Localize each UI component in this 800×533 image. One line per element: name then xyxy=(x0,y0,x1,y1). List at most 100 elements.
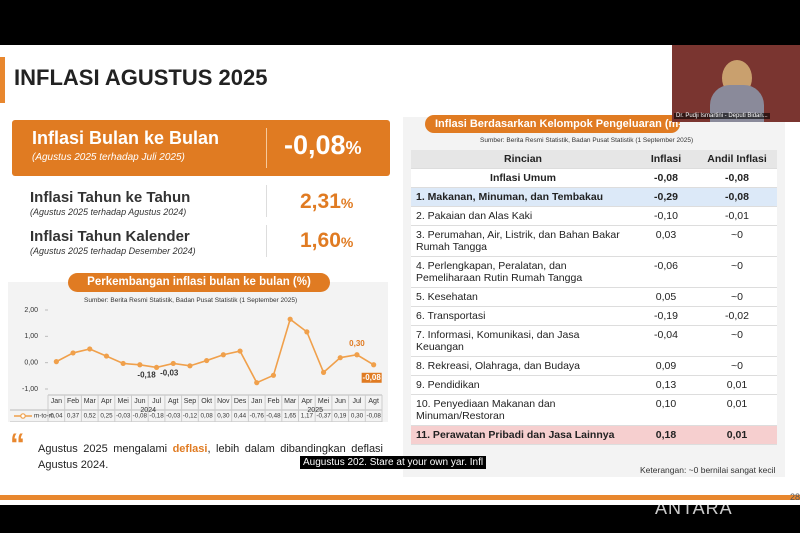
point xyxy=(270,372,277,378)
table-row: 1. Makanan, Minuman, dan Tembakau -0,29 -0… xyxy=(411,187,777,207)
table-value: 0,37 xyxy=(67,413,80,420)
quote: Agustus 2025 mengalami deflasi, lebih da… xyxy=(38,441,383,473)
x-tick-label: Jul xyxy=(152,398,161,405)
table-value: 0,19 xyxy=(334,413,347,420)
column-header: Andil Inflasi xyxy=(697,150,777,169)
table-value: 0,52 xyxy=(84,413,97,420)
video-name: Dr. Pudji Ismartini - Deputi Bidan... xyxy=(674,113,770,119)
y-tick-label: 2,00 xyxy=(24,307,38,314)
cell-value: 0,13 xyxy=(635,375,697,395)
chart-source: Sumber: Berita Resmi Statistik, Badan Pu… xyxy=(84,297,298,304)
mtm-box: Inflasi Bulan ke Bulan (Agustus 2025 ter… xyxy=(12,120,390,176)
table-value: -0,08 xyxy=(366,413,381,420)
divider xyxy=(266,185,267,217)
quote-text: Agustus 2025 mengalami xyxy=(38,443,173,455)
x-tick-label: Nov xyxy=(217,398,230,405)
table-value: -0,08 xyxy=(133,413,148,420)
legend-label: m-to-m xyxy=(34,413,54,420)
legend-marker xyxy=(20,413,26,419)
cell-label: 4. Perlengkapan, Peralatan, dan Pemeliha… xyxy=(411,256,635,288)
cell-value: -0,08 xyxy=(697,187,777,207)
cell-label: 8. Rekreasi, Olahraga, dan Budaya xyxy=(411,356,635,376)
x-tick-label: Mei xyxy=(318,398,330,405)
table-value: 0,30 xyxy=(351,413,364,420)
y-tick-label: -1,00 xyxy=(22,386,38,393)
table-value: 0,44 xyxy=(234,413,247,420)
point xyxy=(53,359,59,365)
point xyxy=(204,357,210,364)
table-value: -0,37 xyxy=(316,413,331,420)
cell-value: -0,19 xyxy=(635,306,697,326)
cell-value: ~0 xyxy=(697,325,777,357)
yoy-label: Inflasi Tahun ke Tahun xyxy=(30,189,191,206)
cell-value: ~0 xyxy=(697,356,777,376)
yoy-value: 2,31% xyxy=(300,190,353,214)
table-row: 2. Pakaian dan Alas Kaki -0,10 -0,01 xyxy=(411,206,777,226)
quote-icon: “ xyxy=(10,428,25,461)
point xyxy=(337,355,343,361)
value: 1,60 xyxy=(300,229,341,252)
watermark: ANTARA xyxy=(655,498,733,518)
cell-label: 7. Informasi, Komunikasi, dan Jasa Keuan… xyxy=(411,325,635,357)
x-tick-label: Jan xyxy=(51,398,62,405)
value: -0,08 xyxy=(284,130,346,160)
table-row: 6. Transportasi -0,19 -0,02 xyxy=(411,306,777,326)
table-row: 5. Kesehatan 0,05 ~0 xyxy=(411,287,777,307)
mtm-label: Inflasi Bulan ke Bulan xyxy=(32,128,220,148)
table-row: 9. Pendidikan 0,13 0,01 xyxy=(411,375,777,395)
cell-value: -0,29 xyxy=(635,187,697,207)
cell-value: -0,08 xyxy=(697,168,777,188)
x-tick-label: Apr xyxy=(101,398,113,405)
line-chart: 2,00 1,00 0,00 -1,00 Jan 0,04 Feb 0,37 Mar 0,52 Ap… xyxy=(10,307,383,422)
point xyxy=(320,369,327,376)
column-header: Inflasi xyxy=(635,150,697,169)
quote-text: , lebih dalam dibandingkan deflasi Agust… xyxy=(38,443,384,471)
point xyxy=(237,348,243,354)
unit: % xyxy=(340,234,354,250)
header-row: Rincian Inflasi Andil Inflasi xyxy=(411,150,777,169)
video-tile: Dr. Pudji Ismartini - Deputi Bidan... xyxy=(672,45,800,122)
table: Rincian Inflasi Andil Inflasi Inflasi Umum -… xyxy=(411,150,777,445)
cell-label: Inflasi Umum xyxy=(411,168,635,188)
slide-title: INFLASI AGUSTUS 2025 xyxy=(14,65,268,90)
point xyxy=(254,380,260,386)
x-group-label: 2025 xyxy=(307,407,323,414)
data-label: -0,08 xyxy=(363,373,382,382)
cell-label: 9. Pendidikan xyxy=(411,375,635,395)
x-tick-label: Jun xyxy=(134,398,145,405)
cell-value: -0,04 xyxy=(635,325,697,357)
table-row: 10. Penyediaan Makanan dan Minuman/Resto… xyxy=(411,394,777,426)
table-value: 0,25 xyxy=(100,413,113,420)
cell-value: 0,10 xyxy=(635,394,697,426)
point xyxy=(137,362,143,368)
point xyxy=(220,352,226,358)
cell-value: ~0 xyxy=(697,225,777,257)
mtm-value: -0,08% xyxy=(284,130,362,161)
page-number: 28 xyxy=(790,492,800,502)
x-tick-label: Jun xyxy=(335,398,346,405)
data-label: -0,18 xyxy=(137,371,156,380)
point xyxy=(120,360,126,367)
x-tick-label: Okt xyxy=(201,398,212,405)
table-value: 0,30 xyxy=(217,413,230,420)
caption: Augustus 202. Stare at your own yar. Inf… xyxy=(300,456,487,469)
table-row: 3. Perumahan, Air, Listrik, dan Bahan Ba… xyxy=(411,225,777,257)
data-label: 0,30 xyxy=(349,339,365,348)
x-tick-label: Feb xyxy=(267,398,279,405)
cell-value: 0,01 xyxy=(697,394,777,426)
table-value: -0,03 xyxy=(116,413,131,420)
table-value: -0,48 xyxy=(266,413,281,420)
divider xyxy=(266,225,267,257)
table-value: 1,17 xyxy=(301,413,314,420)
point xyxy=(287,316,293,322)
ytd-period: (Agustus 2025 terhadap Desember 2024) xyxy=(30,246,196,256)
cell-value: 0,01 xyxy=(697,375,777,395)
x-tick-label: Jul xyxy=(352,398,361,405)
point xyxy=(187,363,193,369)
point xyxy=(304,329,310,335)
yoy-period: (Agustus 2025 terhadap Agustus 2024) xyxy=(30,207,187,217)
chart-title: Perkembangan inflasi bulan ke bulan (%) xyxy=(68,273,330,292)
table-value: -0,76 xyxy=(250,413,265,420)
table-title: Inflasi Berdasarkan Kelompok Pengeluaran… xyxy=(425,115,680,133)
